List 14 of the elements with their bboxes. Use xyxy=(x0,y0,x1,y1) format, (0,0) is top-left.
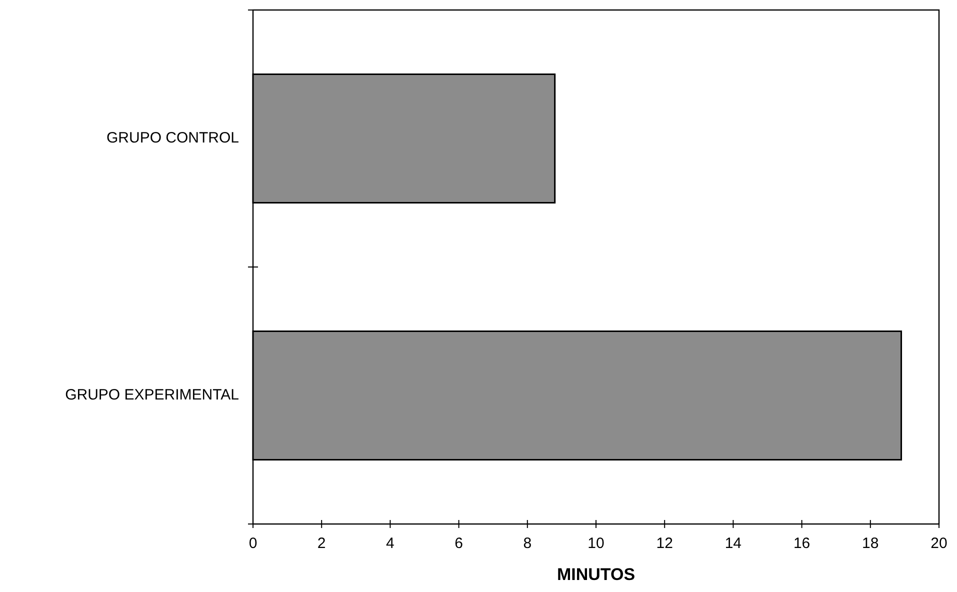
x-axis-title: MINUTOS xyxy=(556,565,636,584)
x-tick-label: 14 xyxy=(724,535,742,552)
x-tick-label: 8 xyxy=(523,535,532,552)
x-tick-label: 2 xyxy=(317,535,326,552)
x-tick-label: 16 xyxy=(793,535,810,552)
x-tick-label: 18 xyxy=(862,535,879,552)
y-tick-label: GRUPO CONTROL xyxy=(106,129,239,146)
x-tick-label: 6 xyxy=(454,535,463,552)
x-tick-label: 20 xyxy=(930,535,948,552)
x-tick-label: 4 xyxy=(386,535,394,552)
x-tick-label: 12 xyxy=(656,535,673,552)
y-tick-label: GRUPO EXPERIMENTAL xyxy=(65,386,239,404)
x-tick-label: 0 xyxy=(248,535,258,552)
x-tick-label: 10 xyxy=(588,535,604,552)
